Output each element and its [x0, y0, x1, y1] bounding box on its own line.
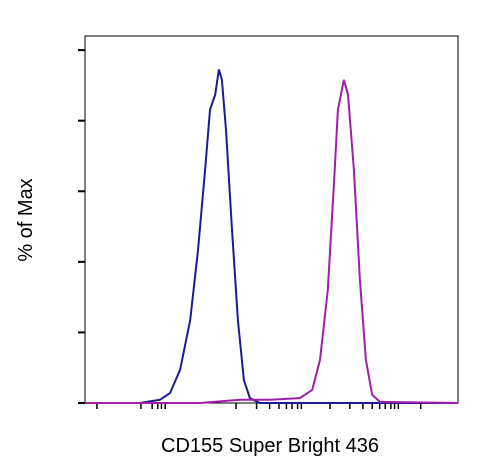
histogram-line [85, 69, 458, 404]
y-axis-label: % of Max [15, 178, 37, 261]
x-axis-label: CD155 Super Bright 436 [161, 435, 379, 457]
histogram-line [85, 79, 459, 404]
plot-frame [84, 35, 459, 404]
